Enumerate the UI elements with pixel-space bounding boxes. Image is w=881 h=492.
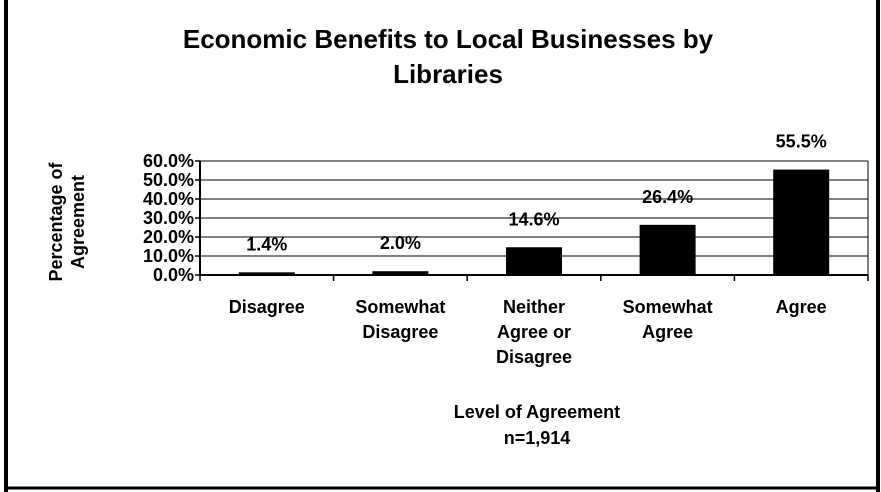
y-axis-label: Percentage of Agreement (46, 161, 88, 281)
x-axis-label: Level of Agreement (454, 402, 620, 422)
y-tick-label: 20.0% (143, 227, 194, 247)
data-label: 2.0% (380, 233, 421, 253)
data-label: 55.5% (776, 132, 827, 152)
chart-title-line-1: Economic Benefits to Local Businesses by (183, 24, 714, 54)
y-axis-label-line-2: Agreement (68, 175, 88, 269)
data-labels: 1.4% 2.0% 14.6% 26.4% 55.5% (246, 132, 826, 255)
y-tick-label: 60.0% (143, 151, 194, 171)
data-label: 26.4% (642, 187, 693, 207)
axes (199, 161, 869, 276)
sample-size-note: n=1,914 (504, 428, 571, 448)
x-tick-label: Neither Agree or Disagree (496, 297, 572, 367)
bar (238, 272, 295, 275)
y-tick-label: 0.0% (153, 265, 194, 285)
y-tick-label: 30.0% (143, 208, 194, 228)
x-tick-label: Disagree (229, 297, 305, 317)
data-label: 14.6% (508, 209, 559, 229)
chart-title-line-2: Libraries (393, 59, 503, 89)
x-tick-label: Somewhat Disagree (355, 297, 445, 342)
bar (506, 247, 562, 275)
x-tick-labels: Disagree Somewhat Disagree Neither Agree or D… (199, 275, 869, 367)
data-label: 1.4% (246, 234, 287, 254)
bar (773, 169, 830, 275)
y-tick-label: 40.0% (143, 189, 194, 209)
x-tick-label: Somewhat Agree (623, 297, 713, 342)
y-tick-label: 50.0% (143, 170, 194, 190)
bar (639, 224, 696, 275)
bar (372, 271, 429, 275)
y-tick-labels: 0.0%10.0%20.0%30.0%40.0%50.0%60.0% (143, 151, 194, 285)
y-axis-label-line-1: Percentage of (46, 161, 66, 281)
y-tick-label: 10.0% (143, 246, 194, 266)
bars (238, 169, 830, 275)
x-tick-label: Agree (776, 297, 827, 317)
